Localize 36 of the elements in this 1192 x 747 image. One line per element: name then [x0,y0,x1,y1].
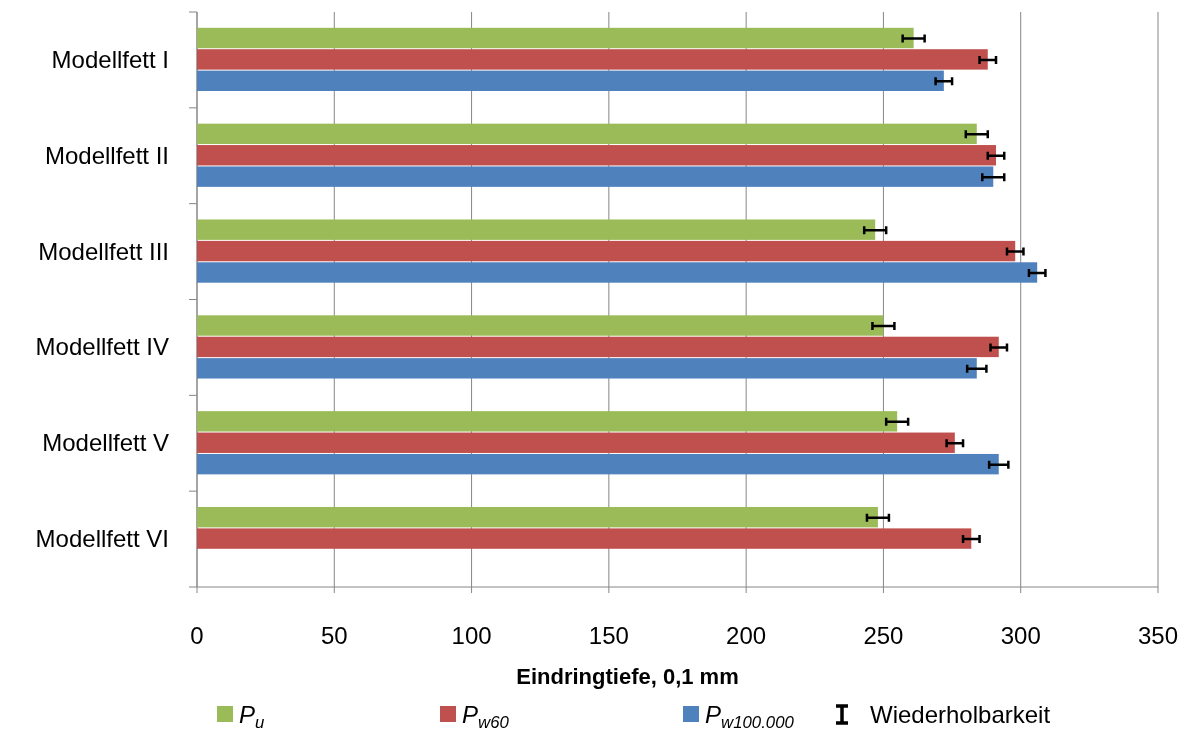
y-tick-label: Modellfett II [44,141,169,169]
x-tick-label: 200 [726,622,767,649]
bar [197,27,914,49]
legend-label: P$_{w100.000}$ [705,701,795,733]
y-tick-label: Modellfett III [38,237,169,265]
bar [197,432,955,453]
x-tick-label: 100 [451,622,492,649]
x-tick-label: 350 [1137,622,1179,649]
bar [197,528,972,549]
bar [197,166,994,187]
bar [197,506,878,528]
bar [197,336,999,358]
bar [197,411,898,432]
text: Wiederholbarkeit [870,701,1051,728]
x-tick-label: 0 [190,622,204,649]
bar [197,145,996,166]
bar [197,453,999,475]
bar [197,262,1038,283]
bar [197,219,876,240]
bar [197,315,884,336]
bar [197,70,944,92]
bar [197,49,988,70]
x-tick-label: 150 [588,622,629,649]
y-tick-label: Modellfett IV [35,333,169,361]
x-axis-title: Eindringtiefe, 0,1 mm [516,664,739,689]
y-tick-label: Modellfett V [42,429,169,457]
bar [197,240,1016,262]
x-tick-label: 250 [863,622,904,649]
x-tick-label: 300 [1000,622,1041,649]
y-tick-label: Modellfett I [51,45,169,73]
y-tick-label: Modellfett VI [35,525,169,553]
legend-label: P$_{w60}$ [462,701,510,733]
bar [197,123,977,145]
bar [197,358,977,379]
x-tick-label: 50 [320,622,348,649]
legend-label: P$_{u}$ [239,701,265,733]
